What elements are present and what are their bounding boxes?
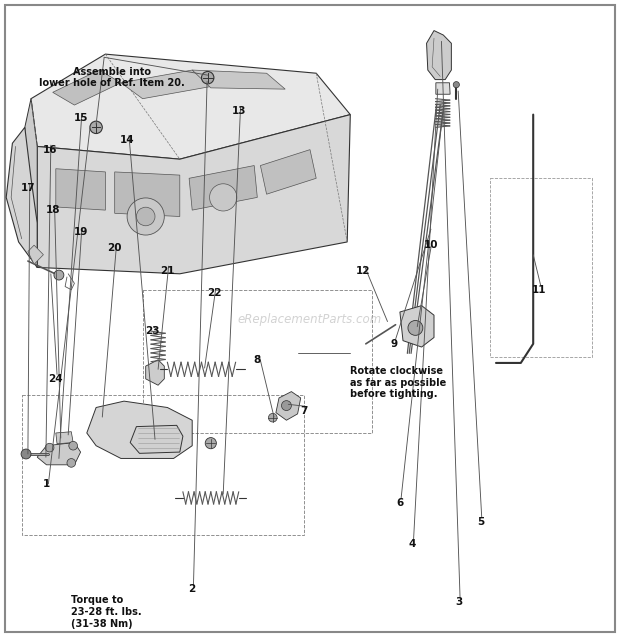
Text: 11: 11 (532, 285, 547, 295)
Polygon shape (436, 83, 450, 94)
Text: 12: 12 (355, 265, 370, 276)
Polygon shape (56, 168, 105, 210)
Text: Torque to
23-28 ft. lbs.
(31-38 Nm): Torque to 23-28 ft. lbs. (31-38 Nm) (71, 595, 142, 628)
Circle shape (45, 443, 54, 452)
Text: 2: 2 (188, 584, 196, 594)
Text: 23: 23 (144, 326, 159, 336)
Text: 14: 14 (120, 135, 135, 145)
Polygon shape (56, 432, 73, 444)
Polygon shape (427, 31, 451, 80)
Polygon shape (192, 70, 285, 89)
Circle shape (408, 320, 423, 336)
Circle shape (210, 184, 237, 211)
Polygon shape (6, 128, 37, 267)
Polygon shape (115, 172, 180, 216)
Text: 9: 9 (390, 339, 397, 349)
Bar (143, 290, 372, 433)
Circle shape (453, 82, 459, 88)
Text: 4: 4 (409, 539, 416, 549)
Text: 24: 24 (48, 374, 63, 384)
Text: 19: 19 (73, 227, 88, 237)
Polygon shape (53, 70, 121, 105)
Text: 3: 3 (455, 597, 463, 607)
Polygon shape (31, 54, 350, 160)
Circle shape (205, 438, 216, 449)
Polygon shape (121, 70, 214, 99)
Text: 22: 22 (206, 288, 221, 298)
Text: eReplacementParts.com: eReplacementParts.com (238, 313, 382, 326)
Polygon shape (260, 150, 316, 194)
Circle shape (136, 207, 155, 226)
Circle shape (54, 270, 64, 280)
Polygon shape (87, 401, 192, 459)
Circle shape (21, 449, 31, 459)
Circle shape (268, 413, 277, 422)
Text: Assemble into
lower hole of Ref. Item 20.: Assemble into lower hole of Ref. Item 20… (38, 67, 185, 89)
Polygon shape (146, 360, 164, 385)
Circle shape (90, 121, 102, 133)
Text: Rotate clockwise
as far as possible
before tighting.: Rotate clockwise as far as possible befo… (350, 366, 446, 399)
Bar (490, 178, 592, 357)
Text: 20: 20 (107, 243, 122, 253)
Circle shape (202, 71, 214, 84)
Polygon shape (276, 392, 301, 420)
Polygon shape (400, 306, 434, 347)
Polygon shape (37, 443, 81, 465)
Text: 16: 16 (42, 145, 57, 154)
Circle shape (69, 441, 78, 450)
Polygon shape (37, 115, 350, 274)
Polygon shape (28, 245, 43, 264)
Circle shape (67, 459, 76, 467)
Polygon shape (130, 426, 183, 454)
Text: 1: 1 (43, 479, 50, 489)
Polygon shape (189, 165, 257, 210)
Text: 6: 6 (396, 498, 404, 508)
Circle shape (127, 198, 164, 235)
Text: 8: 8 (254, 355, 261, 365)
Text: 17: 17 (20, 183, 35, 193)
Text: 10: 10 (423, 240, 438, 250)
Text: 7: 7 (300, 406, 308, 416)
Text: 13: 13 (231, 107, 246, 116)
Text: 18: 18 (45, 205, 60, 215)
Text: 21: 21 (160, 265, 175, 276)
Text: 5: 5 (477, 517, 484, 527)
Text: 15: 15 (73, 113, 88, 122)
Bar (22, 395, 304, 535)
Polygon shape (25, 99, 37, 267)
Circle shape (281, 401, 291, 410)
